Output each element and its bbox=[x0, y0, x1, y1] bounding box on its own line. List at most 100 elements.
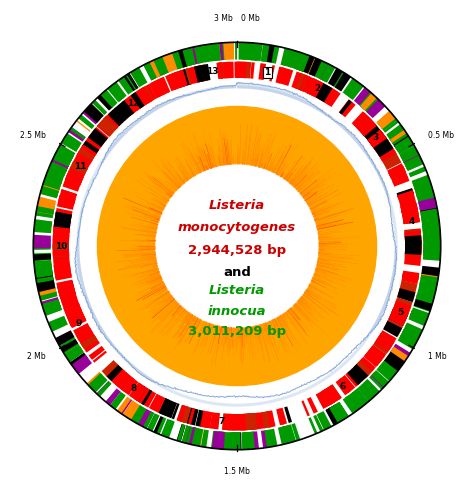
Wedge shape bbox=[50, 157, 69, 172]
Wedge shape bbox=[76, 120, 91, 132]
Wedge shape bbox=[291, 184, 292, 185]
Wedge shape bbox=[312, 212, 317, 215]
Wedge shape bbox=[256, 325, 258, 332]
Wedge shape bbox=[211, 89, 212, 91]
Wedge shape bbox=[278, 408, 287, 425]
Wedge shape bbox=[175, 304, 180, 309]
Wedge shape bbox=[228, 327, 230, 349]
Wedge shape bbox=[138, 118, 141, 122]
Wedge shape bbox=[78, 236, 80, 237]
Wedge shape bbox=[185, 68, 192, 85]
Wedge shape bbox=[159, 196, 168, 202]
Wedge shape bbox=[405, 235, 421, 246]
Wedge shape bbox=[342, 102, 356, 117]
Wedge shape bbox=[145, 227, 157, 230]
Wedge shape bbox=[126, 359, 128, 361]
Wedge shape bbox=[118, 136, 121, 139]
Wedge shape bbox=[105, 156, 107, 158]
Wedge shape bbox=[205, 165, 207, 170]
Wedge shape bbox=[100, 91, 116, 108]
Wedge shape bbox=[369, 132, 383, 144]
Wedge shape bbox=[316, 266, 317, 267]
Wedge shape bbox=[48, 316, 68, 332]
Wedge shape bbox=[281, 314, 287, 323]
Wedge shape bbox=[207, 164, 209, 170]
Wedge shape bbox=[304, 292, 332, 311]
Wedge shape bbox=[304, 292, 313, 298]
Wedge shape bbox=[104, 334, 107, 336]
Wedge shape bbox=[278, 88, 280, 94]
Wedge shape bbox=[283, 90, 286, 95]
Wedge shape bbox=[290, 170, 301, 184]
Wedge shape bbox=[197, 162, 202, 173]
Wedge shape bbox=[171, 302, 178, 308]
Wedge shape bbox=[261, 324, 266, 340]
Wedge shape bbox=[156, 224, 158, 225]
Wedge shape bbox=[182, 184, 183, 185]
Wedge shape bbox=[291, 307, 299, 317]
Wedge shape bbox=[138, 257, 156, 260]
Wedge shape bbox=[146, 259, 156, 261]
Wedge shape bbox=[165, 191, 173, 196]
Wedge shape bbox=[240, 154, 241, 165]
Wedge shape bbox=[413, 296, 433, 312]
Wedge shape bbox=[191, 316, 196, 324]
Wedge shape bbox=[385, 355, 402, 369]
Wedge shape bbox=[305, 290, 318, 299]
Wedge shape bbox=[394, 262, 396, 264]
Wedge shape bbox=[223, 327, 225, 339]
Wedge shape bbox=[117, 350, 118, 351]
Wedge shape bbox=[398, 292, 414, 300]
Text: 5: 5 bbox=[397, 308, 403, 316]
Wedge shape bbox=[208, 90, 209, 91]
Wedge shape bbox=[279, 142, 300, 176]
Wedge shape bbox=[376, 319, 380, 322]
Wedge shape bbox=[209, 144, 215, 168]
Wedge shape bbox=[153, 297, 174, 314]
Wedge shape bbox=[242, 413, 255, 430]
Wedge shape bbox=[188, 408, 195, 425]
Wedge shape bbox=[147, 234, 156, 235]
Wedge shape bbox=[280, 173, 283, 177]
Wedge shape bbox=[57, 281, 76, 299]
Wedge shape bbox=[314, 215, 323, 219]
Wedge shape bbox=[289, 181, 291, 184]
Wedge shape bbox=[179, 186, 180, 187]
Wedge shape bbox=[218, 138, 223, 166]
Wedge shape bbox=[423, 247, 441, 255]
Wedge shape bbox=[142, 372, 144, 375]
Wedge shape bbox=[297, 302, 321, 324]
Wedge shape bbox=[158, 278, 162, 280]
Wedge shape bbox=[144, 374, 146, 377]
Wedge shape bbox=[197, 317, 198, 318]
Wedge shape bbox=[347, 364, 368, 385]
Wedge shape bbox=[230, 327, 231, 332]
Wedge shape bbox=[158, 398, 170, 415]
Wedge shape bbox=[264, 323, 272, 345]
Wedge shape bbox=[290, 180, 293, 184]
Wedge shape bbox=[239, 123, 241, 164]
Wedge shape bbox=[193, 321, 207, 353]
Wedge shape bbox=[318, 232, 342, 235]
Wedge shape bbox=[228, 154, 230, 165]
Wedge shape bbox=[288, 309, 306, 333]
Wedge shape bbox=[374, 338, 392, 352]
Wedge shape bbox=[156, 289, 168, 296]
Wedge shape bbox=[168, 193, 173, 196]
Wedge shape bbox=[302, 191, 310, 198]
Wedge shape bbox=[410, 310, 428, 323]
Wedge shape bbox=[215, 325, 216, 327]
Wedge shape bbox=[75, 264, 81, 266]
Wedge shape bbox=[150, 209, 162, 214]
Wedge shape bbox=[300, 192, 303, 195]
Wedge shape bbox=[264, 323, 266, 329]
Wedge shape bbox=[299, 75, 307, 91]
Wedge shape bbox=[221, 163, 222, 166]
Wedge shape bbox=[195, 170, 198, 175]
Wedge shape bbox=[155, 276, 161, 278]
Wedge shape bbox=[139, 203, 163, 213]
Wedge shape bbox=[186, 133, 204, 172]
Wedge shape bbox=[187, 319, 201, 346]
Wedge shape bbox=[294, 304, 305, 315]
Wedge shape bbox=[271, 320, 281, 340]
